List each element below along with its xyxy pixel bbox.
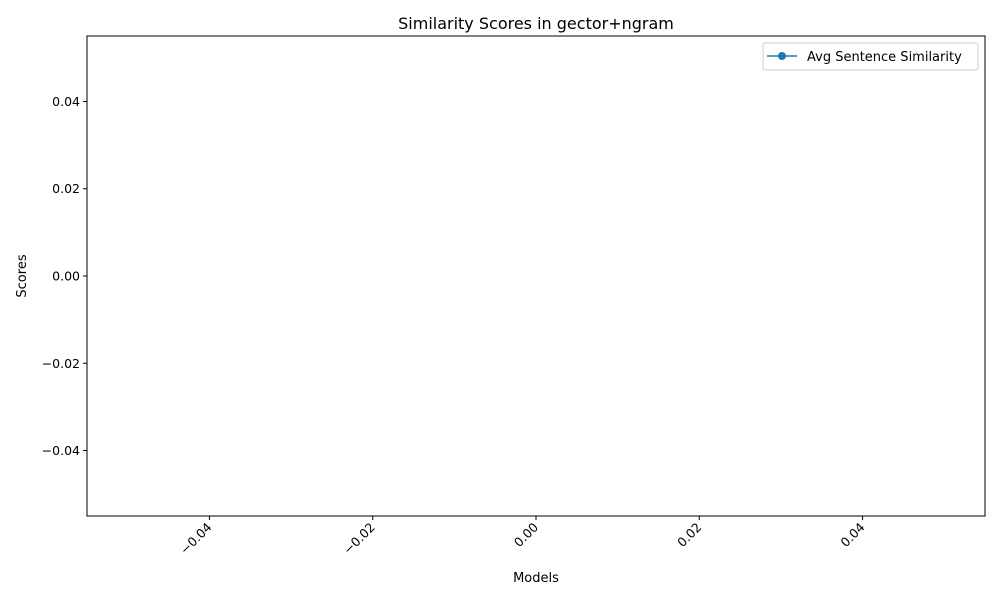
plot-frame (86, 35, 986, 517)
y-tick-label: −0.04 (42, 443, 80, 458)
chart-title: Similarity Scores in gector+ngram (398, 14, 674, 33)
plot-area (86, 35, 986, 517)
y-tick-label: −0.02 (42, 356, 80, 371)
x-tick-label: 0.00 (511, 519, 541, 549)
y-tick-label: 0.02 (52, 181, 80, 196)
legend: Avg Sentence Similarity (762, 42, 979, 71)
legend-marker-circle (778, 52, 786, 60)
x-tick-label: −0.02 (340, 520, 378, 558)
legend-box (762, 42, 979, 71)
y-axis-label: Scores (15, 254, 30, 297)
x-axis-label: Models (513, 571, 559, 586)
y-axis: −0.04 −0.02 0.00 0.02 0.04 (42, 94, 87, 458)
y-tick-label: 0.00 (52, 269, 80, 284)
x-tick-label: 0.02 (674, 520, 704, 550)
y-tick-label: 0.04 (52, 94, 80, 109)
x-tick-label: −0.04 (177, 519, 215, 557)
x-tick-label: 0.04 (837, 519, 867, 549)
legend-label: Avg Sentence Similarity (807, 50, 962, 65)
x-axis: −0.04 −0.02 0.00 0.02 0.04 (177, 516, 868, 557)
